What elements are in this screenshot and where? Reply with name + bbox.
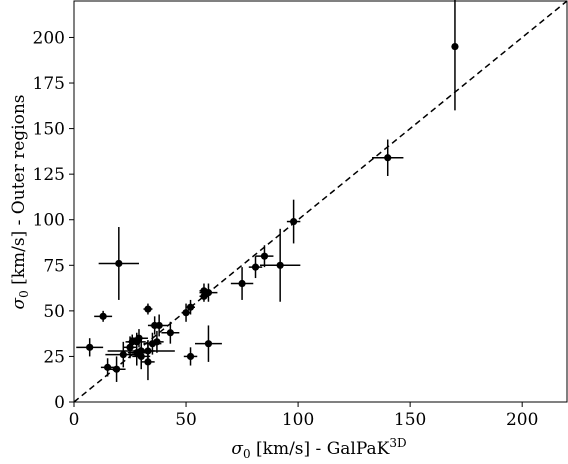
y-tick-label: 50 bbox=[43, 302, 65, 322]
y-tick-label: 0 bbox=[54, 393, 65, 413]
data-marker bbox=[204, 340, 213, 348]
x-tick-label: 50 bbox=[175, 410, 197, 430]
data-point bbox=[94, 310, 113, 322]
y-axis-label: σ0 [km/s] - Outer regions bbox=[9, 94, 31, 309]
one-to-one-line bbox=[73, 0, 568, 403]
data-marker bbox=[238, 279, 246, 288]
data-marker bbox=[260, 252, 269, 260]
data-marker bbox=[119, 351, 127, 359]
data-point bbox=[150, 314, 169, 337]
data-marker bbox=[144, 358, 152, 366]
data-point bbox=[76, 338, 104, 357]
x-tick-label: 150 bbox=[394, 410, 426, 430]
data-point bbox=[255, 245, 274, 268]
data-point bbox=[195, 325, 222, 362]
data-marker bbox=[251, 263, 260, 271]
data-marker bbox=[290, 217, 298, 226]
x-axis-label-sub: 0 bbox=[243, 447, 251, 461]
data-marker bbox=[86, 343, 94, 351]
data-marker bbox=[144, 305, 152, 313]
data-marker bbox=[186, 352, 195, 361]
plot-frame bbox=[73, 0, 568, 403]
y-axis-label-symbol: σ bbox=[9, 298, 29, 310]
y-axis-label-text: [km/s] - Outer regions bbox=[9, 94, 29, 290]
x-tick-label: 0 bbox=[69, 410, 80, 430]
y-tick-label: 200 bbox=[33, 28, 65, 48]
data-point bbox=[143, 303, 153, 315]
data-marker bbox=[384, 154, 392, 162]
data-point bbox=[183, 347, 198, 366]
data-point bbox=[105, 341, 142, 368]
data-point bbox=[248, 256, 263, 279]
y-tick-label: 25 bbox=[43, 347, 65, 367]
data-marker bbox=[182, 309, 190, 317]
data-marker bbox=[112, 365, 121, 373]
y-tick-label: 150 bbox=[33, 120, 65, 140]
x-tick-label: 200 bbox=[506, 410, 538, 430]
data-marker bbox=[276, 261, 284, 269]
y-tick-label: 75 bbox=[43, 256, 65, 276]
x-axis-ticks: 0 50 100 150 200 bbox=[69, 402, 538, 430]
data-marker bbox=[126, 343, 134, 351]
data-point bbox=[372, 139, 404, 176]
data-point bbox=[259, 228, 301, 302]
x-axis-label-symbol: σ bbox=[231, 439, 243, 459]
data-point bbox=[141, 343, 155, 381]
data-marker bbox=[451, 42, 459, 51]
data-marker bbox=[99, 312, 107, 320]
data-marker bbox=[115, 259, 123, 268]
data-marker bbox=[155, 321, 163, 330]
data-point bbox=[451, 0, 459, 111]
x-tick-label: 100 bbox=[282, 410, 314, 430]
y-axis-ticks: 0 25 50 75 100 125 150 175 200 bbox=[33, 28, 74, 413]
x-axis-label: σ0 [km/s] - GalPaK3D bbox=[231, 436, 406, 461]
data-point bbox=[230, 267, 254, 300]
y-axis-label-sub: 0 bbox=[17, 290, 31, 298]
data-point bbox=[161, 321, 180, 344]
data-point bbox=[107, 356, 126, 382]
y-tick-label: 175 bbox=[33, 74, 65, 94]
y-tick-label: 125 bbox=[33, 165, 65, 185]
data-points bbox=[76, 0, 459, 382]
data-marker bbox=[166, 329, 174, 337]
x-axis-label-sup: 3D bbox=[389, 436, 406, 450]
x-axis-label-text: [km/s] - GalPaK bbox=[251, 439, 390, 459]
data-point bbox=[286, 199, 301, 244]
data-marker bbox=[148, 340, 157, 348]
y-tick-label: 100 bbox=[33, 211, 65, 231]
data-point bbox=[98, 227, 139, 300]
